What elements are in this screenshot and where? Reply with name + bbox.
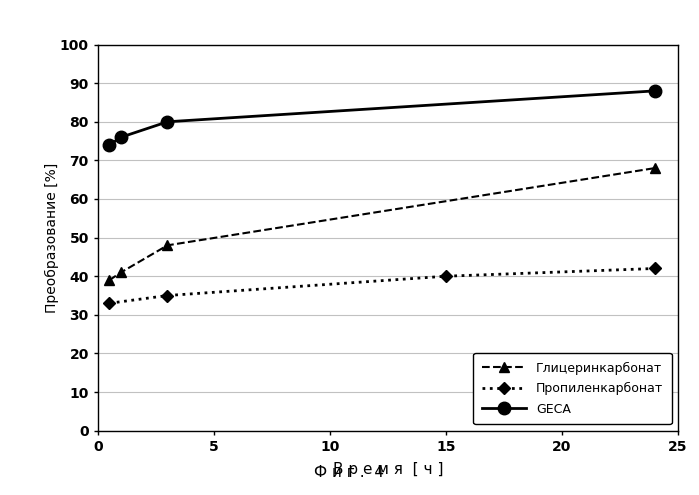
Глицеринкарбонат	[117, 269, 125, 275]
GECA	[106, 142, 114, 148]
Пропиленкарбонат	[651, 265, 659, 271]
Line: Глицеринкарбонат: Глицеринкарбонат	[105, 163, 660, 285]
Line: GECA: GECA	[103, 85, 661, 151]
GECA	[651, 88, 659, 94]
X-axis label: В р е м я  [ ч ]: В р е м я [ ч ]	[333, 462, 443, 477]
Глицеринкарбонат	[106, 277, 114, 283]
Y-axis label: Преобразование [%]: Преобразование [%]	[45, 162, 59, 313]
GECA	[117, 134, 125, 140]
Глицеринкарбонат	[164, 243, 172, 248]
Пропиленкарбонат	[106, 300, 114, 306]
GECA	[164, 119, 172, 125]
Line: Пропиленкарбонат: Пропиленкарбонат	[106, 264, 659, 307]
Legend: Глицеринкарбонат, Пропиленкарбонат, GECA: Глицеринкарбонат, Пропиленкарбонат, GECA	[473, 353, 672, 424]
Пропиленкарбонат	[164, 293, 172, 298]
Пропиленкарбонат	[442, 273, 450, 279]
Глицеринкарбонат	[651, 165, 659, 171]
Text: Ф и г .  4: Ф и г . 4	[315, 465, 384, 480]
